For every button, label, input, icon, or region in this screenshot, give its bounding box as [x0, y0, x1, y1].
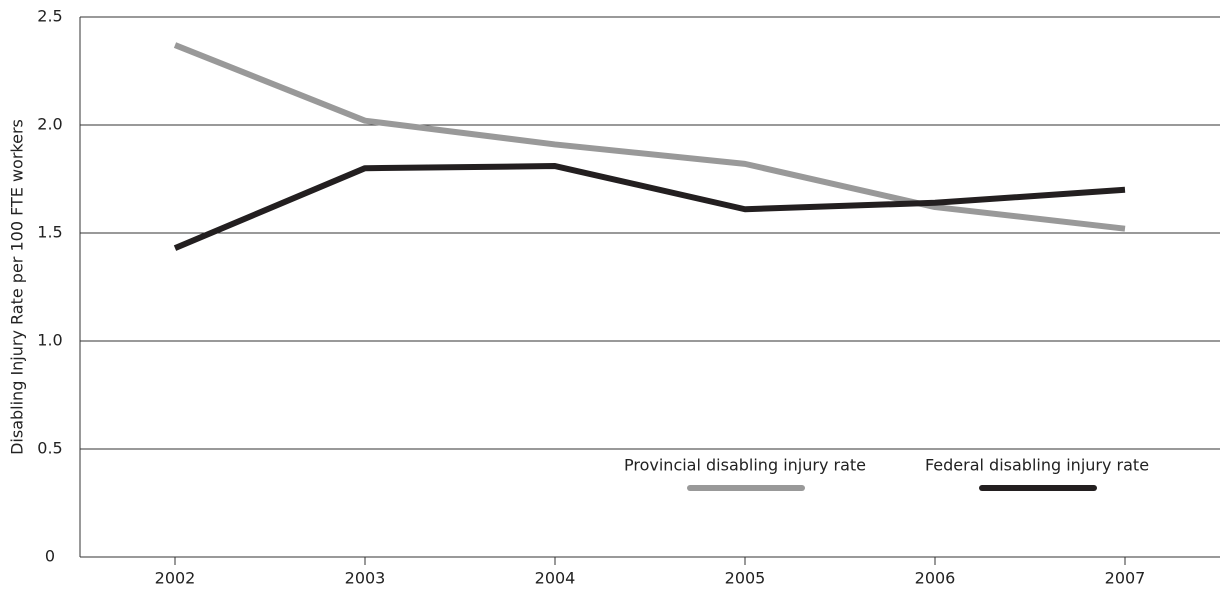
series-line [173, 163, 1126, 251]
x-tick-label: 2003 [345, 569, 386, 588]
legend-label: Federal disabling injury rate [925, 456, 1149, 475]
y-tick-label: 2.5 [37, 7, 62, 26]
y-tick-label: 0.5 [37, 439, 62, 458]
x-tick-label: 2007 [1105, 569, 1146, 588]
legend-label: Provincial disabling injury rate [624, 456, 866, 475]
y-tick-label: 0 [45, 547, 55, 566]
x-tick-label: 2006 [915, 569, 956, 588]
y-tick-label: 2.0 [37, 115, 62, 134]
y-tick-label: 1.0 [37, 331, 62, 350]
y-tick-label: 1.5 [37, 223, 62, 242]
y-axis-label: Disabling Injury Rate per 100 FTE worker… [8, 119, 27, 455]
x-tick-label: 2005 [725, 569, 766, 588]
series-line [173, 42, 1126, 232]
x-tick-label: 2004 [535, 569, 576, 588]
x-tick-label: 2002 [155, 569, 196, 588]
